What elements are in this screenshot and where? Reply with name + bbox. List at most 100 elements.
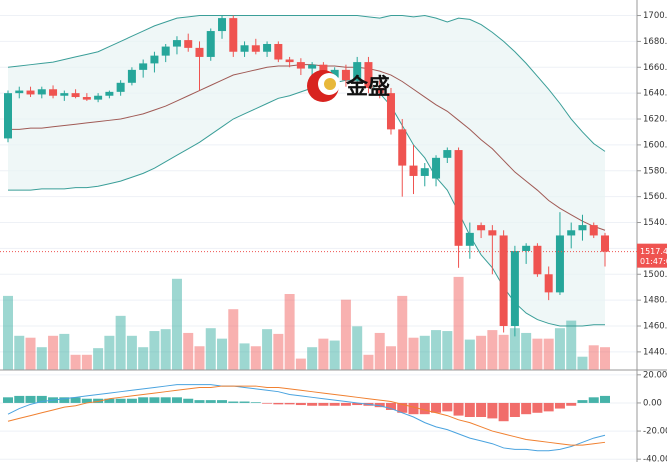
volume-bar (600, 347, 610, 370)
y-tick-label: 1500.00 (643, 270, 667, 280)
volume-bar (397, 295, 408, 370)
candle-body (499, 235, 508, 327)
volume-bar (3, 295, 13, 370)
macd-histogram-bar (284, 402, 295, 405)
candle-body (409, 165, 418, 176)
band-upper (7, 15, 606, 152)
volume-bar (194, 346, 205, 370)
volume-bar (532, 338, 543, 370)
candle-body (274, 43, 283, 60)
macd-histogram-bar (554, 402, 565, 409)
macd-histogram-bar (126, 398, 137, 403)
volume-bar (36, 347, 47, 370)
macd-histogram-bar (3, 397, 13, 403)
volume-bar (126, 335, 137, 370)
macd-line (7, 384, 606, 452)
candle-body (432, 157, 441, 179)
watermark-text: 金盛 (345, 74, 390, 100)
volume-bar (228, 309, 239, 370)
macd-histogram-bar (397, 402, 408, 413)
volume-bar (419, 335, 430, 370)
macd-histogram-bar (149, 397, 160, 403)
y-tick-label: 1580.00 (643, 166, 667, 176)
macd-histogram-bar (183, 398, 194, 403)
current-price-box (637, 243, 667, 268)
macd-histogram-bar (205, 400, 216, 403)
volume-bar (205, 328, 216, 370)
macd-histogram-bar (431, 402, 442, 413)
y-tick-label: 1660.00 (643, 63, 667, 73)
macd-histogram-bar (115, 398, 126, 403)
candle-body (330, 69, 339, 78)
candle-body (465, 232, 474, 246)
candle-body (139, 63, 148, 70)
volume-bar (543, 338, 554, 370)
y-tick-label: -20.00 (643, 427, 667, 437)
macd-histogram-bar (25, 395, 36, 403)
y-tick-label: 1600.00 (643, 140, 667, 150)
volume-bar (239, 343, 250, 370)
macd-histogram-bar (566, 402, 577, 406)
macd-histogram-bar (543, 402, 554, 412)
candle-body (229, 18, 238, 52)
candle-body (240, 45, 249, 52)
macd-histogram-bar (329, 402, 340, 406)
macd-histogram-bar (138, 397, 149, 403)
y-tick-label: 1480.00 (643, 296, 667, 306)
candle-body (555, 235, 564, 293)
candle-body (150, 55, 159, 64)
candle-body (195, 47, 204, 57)
macd-histogram-bar (194, 400, 205, 403)
volume-bar (374, 332, 385, 370)
volume-bar (48, 335, 59, 370)
volume-bar (171, 278, 182, 370)
macd-histogram-bar (600, 395, 610, 403)
macd-histogram-bar (59, 397, 70, 403)
volume-bar (93, 348, 104, 370)
y-tick-label: 20.00 (643, 370, 667, 380)
volume-bar (340, 299, 351, 370)
candle-body (364, 62, 373, 88)
candle-body (353, 62, 362, 81)
watermark: 金盛 (307, 70, 390, 102)
macd-histogram-bar (577, 400, 588, 403)
macd-histogram-bar (295, 402, 306, 406)
y-tick-label: 0.00 (643, 398, 662, 408)
candle-body (60, 93, 69, 96)
macd-histogram-bar (453, 402, 464, 416)
volume-bar (138, 347, 149, 370)
volume-bar (554, 328, 565, 370)
macd-histogram-bar (273, 402, 284, 405)
volume-bar (588, 345, 599, 370)
volume-bar (408, 337, 419, 370)
macd-histogram-bar (487, 402, 498, 419)
volume-bar (487, 330, 498, 370)
macd-histogram-bar (509, 402, 520, 417)
y-tick-label: 1620.00 (643, 115, 667, 125)
volume-bar (262, 329, 273, 370)
volume-bar (431, 330, 442, 370)
candle-body (544, 274, 553, 293)
macd-histogram-bar (408, 402, 419, 415)
volume-bar (453, 276, 464, 370)
volume-bar (284, 294, 295, 370)
candle-body (49, 89, 58, 96)
macd-histogram-bar (385, 402, 396, 410)
y-tick-label: 1440.00 (643, 347, 667, 357)
macd-histogram-bar (250, 402, 261, 403)
volume-bar (442, 331, 453, 370)
volume-bar (70, 354, 81, 370)
volume-bar (577, 356, 588, 370)
candle-body (522, 245, 531, 251)
volume-bar (352, 326, 363, 370)
candle-body (589, 225, 598, 236)
volume-bar (14, 335, 25, 370)
macd-histogram-bar (160, 397, 171, 403)
volume-bar (464, 339, 475, 370)
volume-bar (329, 340, 340, 370)
volume-bar (183, 332, 194, 370)
y-tick-label: -40.00 (643, 455, 667, 462)
volume-bar (81, 354, 92, 370)
band-middle (8, 64, 606, 231)
